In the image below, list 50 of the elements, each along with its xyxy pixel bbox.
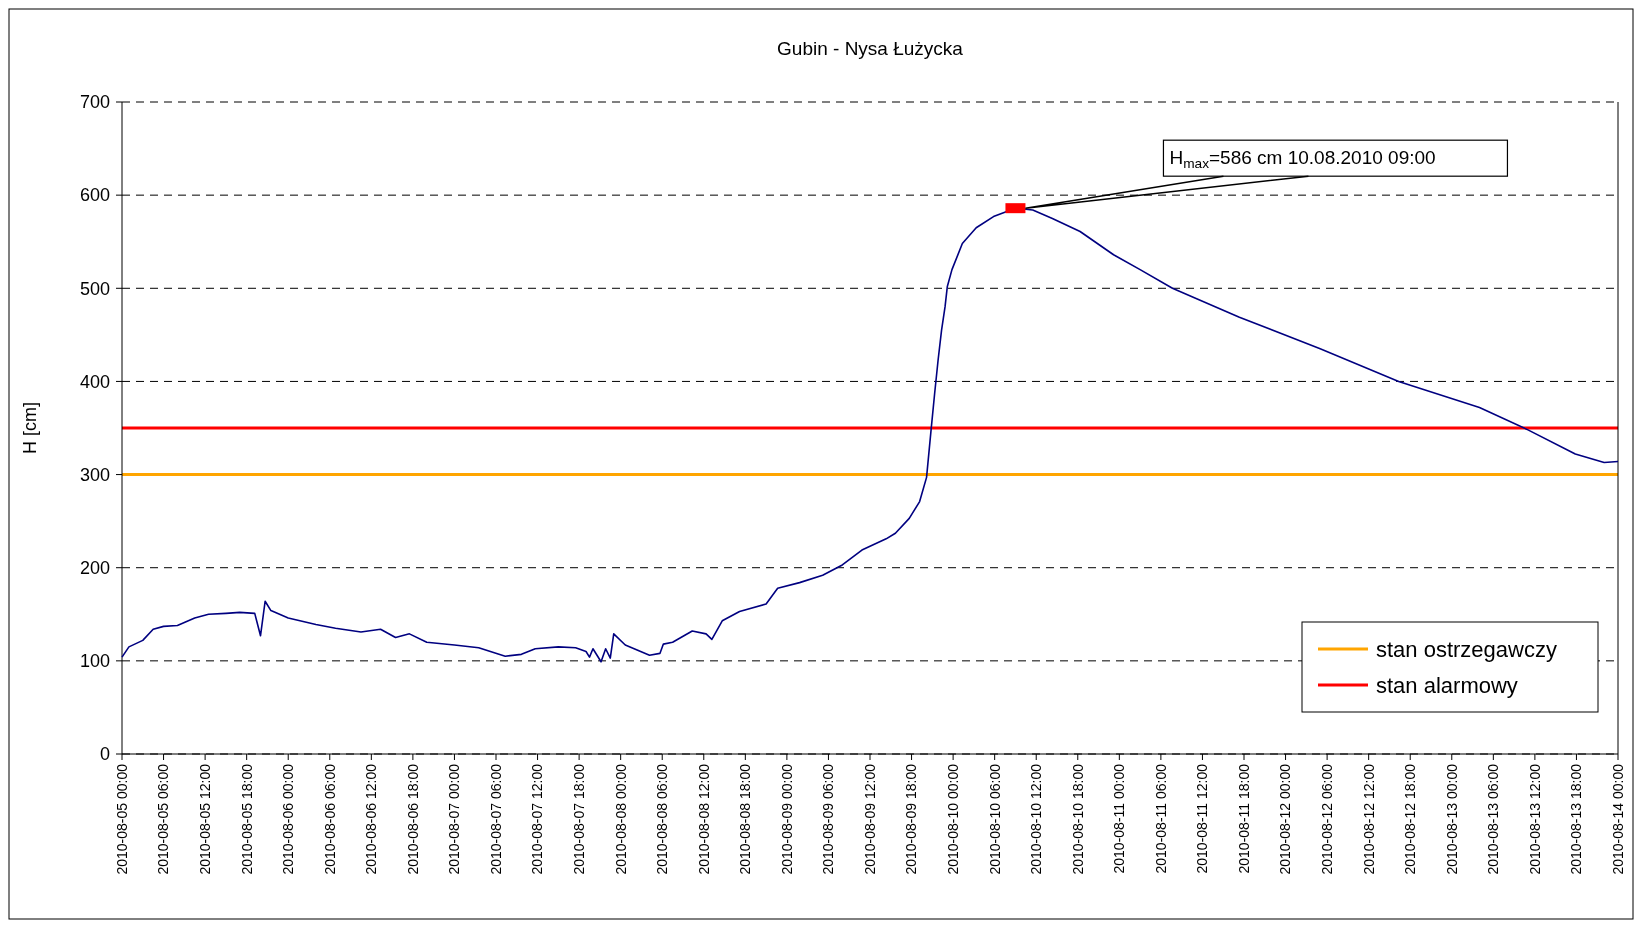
x-tick-label: 2010-08-11 06:00 xyxy=(1152,763,1169,874)
y-tick-label: 400 xyxy=(79,371,110,392)
x-tick-label: 2010-08-05 00:00 xyxy=(113,763,130,875)
x-tick-label: 2010-08-12 18:00 xyxy=(1402,763,1419,875)
annotation: H$_{max}$=586 cm 10.08.2010 09:00 xyxy=(1169,147,1436,172)
y-tick-label: 100 xyxy=(79,651,110,672)
x-tick-label: 2010-08-05 06:00 xyxy=(155,763,172,875)
x-tick-label: 2010-08-06 06:00 xyxy=(321,763,338,875)
x-tick-label: 2010-08-07 12:00 xyxy=(529,763,546,875)
y-tick-label: 200 xyxy=(79,558,110,579)
x-tick-label: 2010-08-11 18:00 xyxy=(1235,763,1252,874)
x-tick-label: 2010-08-13 12:00 xyxy=(1526,763,1543,875)
x-tick-label: 2010-08-09 18:00 xyxy=(903,763,920,875)
x-tick-label: 2010-08-13 18:00 xyxy=(1568,763,1585,875)
x-tick-label: 2010-08-08 00:00 xyxy=(612,763,629,875)
y-tick-label: 0 xyxy=(99,744,110,765)
y-tick-label: 500 xyxy=(79,278,110,299)
x-tick-label: 2010-08-08 06:00 xyxy=(654,763,671,875)
x-tick-label: 2010-08-12 00:00 xyxy=(1277,763,1294,875)
x-tick-label: 2010-08-10 00:00 xyxy=(945,763,962,875)
x-tick-label: 2010-08-13 06:00 xyxy=(1485,763,1502,875)
x-tick-label: 2010-08-08 12:00 xyxy=(695,763,712,875)
x-tick-label: 2010-08-05 18:00 xyxy=(238,763,255,875)
legend-label: stan ostrzegawczy xyxy=(1376,636,1557,662)
x-tick-label: 2010-08-05 12:00 xyxy=(197,763,214,875)
y-tick-label: 300 xyxy=(79,464,110,485)
x-tick-label: 2010-08-08 18:00 xyxy=(737,763,754,875)
legend-label: stan alarmowy xyxy=(1376,672,1518,698)
x-tick-label: 2010-08-06 00:00 xyxy=(280,763,297,875)
x-tick-label: 2010-08-07 18:00 xyxy=(571,763,588,875)
x-tick-label: 2010-08-09 12:00 xyxy=(861,763,878,875)
x-tick-label: 2010-08-12 06:00 xyxy=(1319,763,1336,875)
x-tick-label: 2010-08-09 06:00 xyxy=(820,763,837,875)
x-tick-label: 2010-08-10 18:00 xyxy=(1069,763,1086,875)
x-tick-label: 2010-08-07 06:00 xyxy=(487,763,504,875)
x-tick-label: 2010-08-13 00:00 xyxy=(1443,763,1460,875)
x-tick-label: 2010-08-10 12:00 xyxy=(1028,763,1045,875)
y-axis-title: H [cm] xyxy=(20,402,40,454)
x-tick-label: 2010-08-07 00:00 xyxy=(446,763,463,875)
x-tick-label: 2010-08-09 00:00 xyxy=(778,763,795,875)
x-tick-label: 2010-08-14 00:00 xyxy=(1609,763,1626,875)
x-tick-label: 2010-08-06 18:00 xyxy=(404,763,421,875)
x-tick-label: 2010-08-11 00:00 xyxy=(1111,763,1128,874)
chart-title: Gubin - Nysa Łużycka xyxy=(777,38,964,59)
y-tick-label: 600 xyxy=(79,185,110,206)
x-tick-label: 2010-08-10 06:00 xyxy=(986,763,1003,875)
y-tick-label: 700 xyxy=(79,92,110,113)
x-tick-label: 2010-08-11 12:00 xyxy=(1194,763,1211,874)
x-tick-label: 2010-08-12 12:00 xyxy=(1360,763,1377,875)
x-tick-label: 2010-08-06 12:00 xyxy=(363,763,380,875)
